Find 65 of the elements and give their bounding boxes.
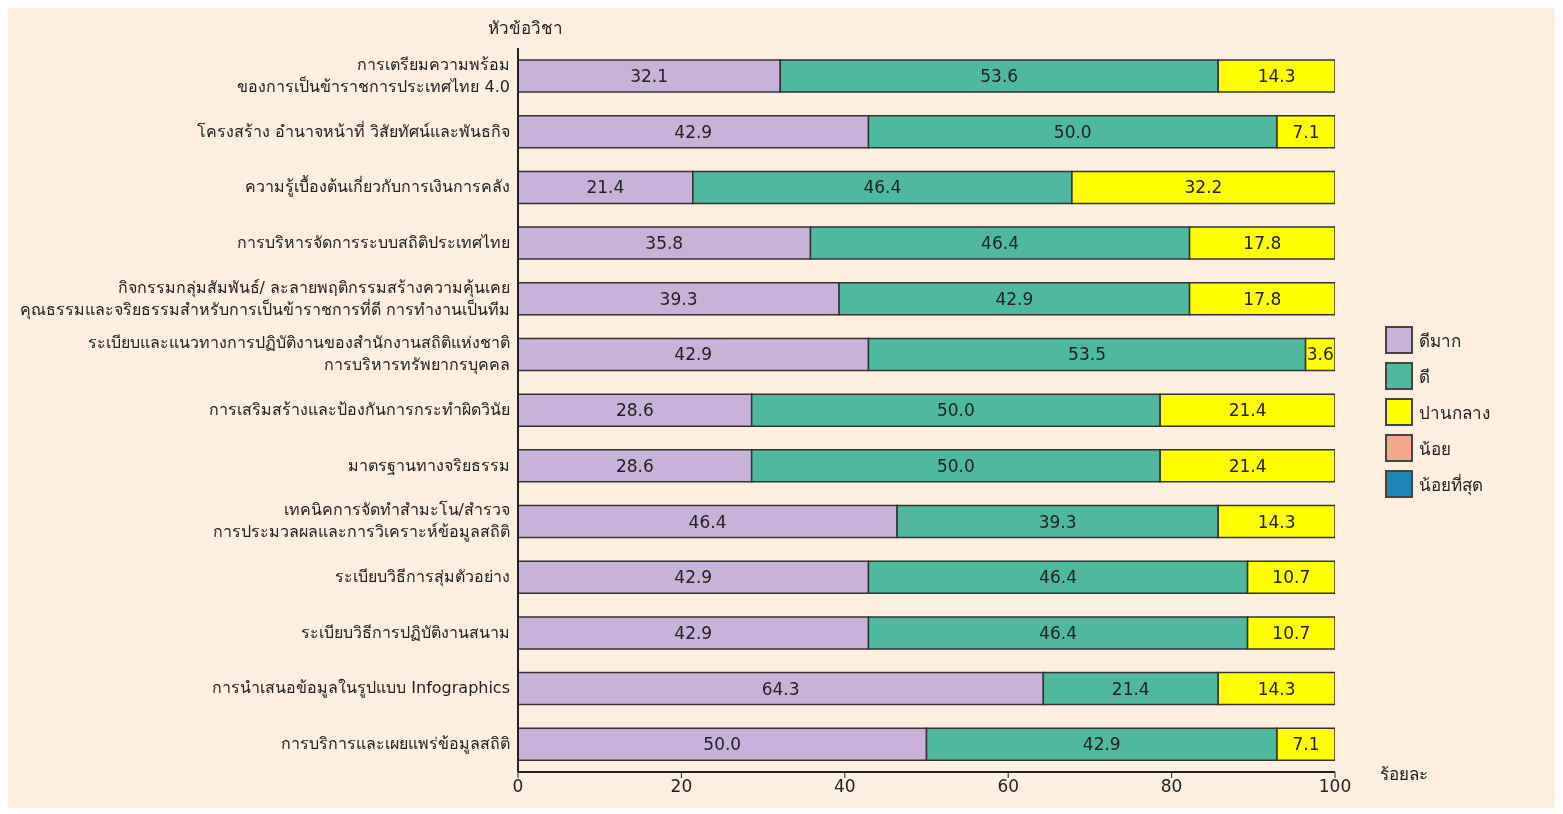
data-label: 32.1 (630, 66, 669, 87)
y-tick-label: การเตรียมความพร้อม ของการเป็นข้าราชการประเทศไทย 4.0 (237, 54, 510, 96)
y-tick-label: ความรู้เบื้องต้นเกี่ยวกับการเงินการคลัง (245, 175, 510, 198)
x-tick-label: 40 (833, 776, 856, 797)
data-label: 46.4 (1039, 567, 1077, 588)
data-label: 64.3 (761, 678, 800, 699)
y-tick-label: เทคนิคการจัดทำสำมะโน/สำรวจ การประมวลผลและการวิเคราะห์ข้อมูลสถิติ (213, 500, 510, 543)
data-label: 17.8 (1243, 288, 1282, 309)
x-tick-label: 60 (997, 776, 1020, 797)
x-tick-label: 0 (512, 776, 524, 797)
data-label: 10.7 (1272, 567, 1311, 588)
y-axis-title: หัวข้อวิชา (488, 17, 563, 40)
data-label: 17.8 (1243, 233, 1282, 254)
y-tick-label: ระเบียบวิธีการสุ่มตัวอย่าง (335, 567, 510, 588)
legend-label: น้อยที่สุด (1419, 472, 1483, 498)
y-tick-label: การบริการและเผยแพร่ข้อมูลสถิติ (281, 734, 510, 755)
data-label: 14.3 (1257, 511, 1296, 532)
x-tick-label: 80 (1160, 776, 1183, 797)
data-label: 32.2 (1184, 177, 1223, 198)
y-tick-label: การนำเสนอข้อมูลในรูปแบบ Infographics (212, 678, 510, 699)
legend-label: ดี (1419, 366, 1430, 389)
data-label: 46.4 (981, 233, 1019, 254)
data-label: 50.0 (936, 455, 975, 476)
data-label: 14.3 (1257, 66, 1296, 87)
data-label: 39.3 (1038, 511, 1077, 532)
data-label: 21.4 (1228, 400, 1267, 421)
y-tick-label: การเสริมสร้างและป้องกันการกระทำผิดวินัย (209, 400, 510, 419)
data-label: 46.4 (688, 511, 727, 532)
data-label: 46.4 (863, 177, 902, 198)
data-label: 50.0 (1053, 121, 1092, 142)
data-label: 39.3 (659, 288, 698, 309)
data-label: 50.0 (703, 734, 742, 755)
legend-label: น้อย (1419, 438, 1451, 461)
data-label: 42.9 (1082, 734, 1121, 755)
data-label: 50.0 (936, 400, 975, 421)
data-label: 7.1 (1292, 121, 1320, 142)
data-label: 53.5 (1068, 344, 1106, 365)
data-label: 21.4 (1228, 455, 1267, 476)
data-label: 14.3 (1257, 678, 1296, 699)
data-label: 10.7 (1272, 622, 1311, 643)
data-label: 42.9 (674, 121, 713, 142)
y-tick-label: กิจกรรมกลุ่มสัมพันธ์/ ละลายพฤติกรรมสร้างความคุ้นเคย คุณธรรมและจริยธรรมสำหรับการเป็นข้าราชการที่ดี การทำงานเป็นทีม (19, 277, 510, 320)
data-label: 42.9 (995, 288, 1034, 309)
data-label: 46.4 (1039, 622, 1077, 643)
data-label: 7.1 (1292, 734, 1320, 755)
y-tick-label: ระเบียบวิธีการปฏิบัติงานสนาม (301, 622, 510, 642)
data-label: 28.6 (615, 455, 654, 476)
data-label: 53.6 (980, 66, 1019, 87)
legend-label: ปานกลาง (1419, 402, 1490, 425)
x-axis-title: ร้อยละ (1380, 763, 1428, 786)
data-label: 35.8 (645, 233, 684, 254)
y-tick-label: โครงสร้าง อำนาจหน้าที่ วิสัยทัศน์และพันธกิจ (196, 119, 510, 141)
x-tick-label: 100 (1318, 776, 1352, 797)
data-label: 21.4 (1111, 678, 1150, 699)
data-label: 3.6 (1306, 344, 1334, 365)
data-label: 28.6 (615, 400, 654, 421)
data-label: 21.4 (586, 177, 625, 198)
data-label: 42.9 (674, 344, 713, 365)
legend-label: ดีมาก (1419, 330, 1461, 353)
y-tick-label: การบริหารจัดการระบบสถิติประเทศไทย (237, 232, 510, 252)
data-label: 42.9 (674, 567, 713, 588)
y-tick-label: มาตรฐานทางจริยธรรม (348, 455, 510, 475)
y-tick-label: ระเบียบและแนวทางการปฏิบัติงานของสำนักงานสถิติแห่งชาติ การบริหารทรัพยากรบุคคล (88, 333, 510, 376)
data-label: 42.9 (674, 622, 713, 643)
x-tick-label: 20 (670, 776, 693, 797)
